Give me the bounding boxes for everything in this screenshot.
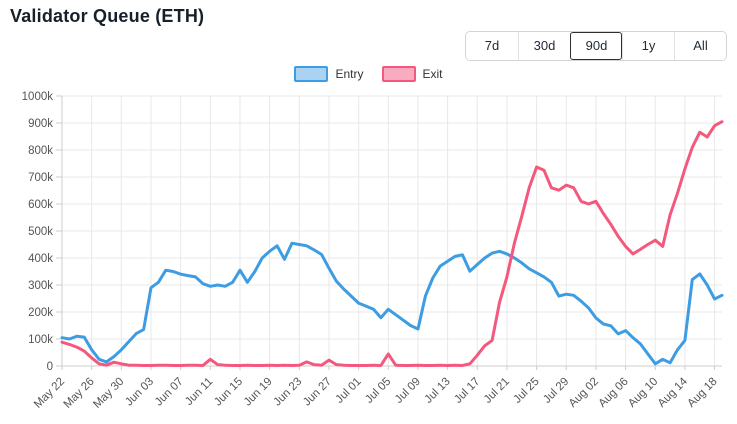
time-range-selector: 7d 30d 90d 1y All: [465, 31, 727, 61]
x-axis-label: Jul 01: [334, 376, 364, 406]
y-axis-label: 700k: [28, 172, 53, 184]
y-axis-label: 1000k: [22, 91, 54, 103]
y-axis-label: 600k: [28, 199, 53, 211]
legend-item-entry[interactable]: Entry: [294, 66, 364, 82]
y-axis-label: 100k: [28, 334, 53, 346]
range-button-90d[interactable]: 90d: [570, 32, 622, 60]
y-axis-label: 400k: [28, 253, 53, 265]
entry-color-swatch: [294, 66, 329, 82]
range-button-all[interactable]: All: [674, 32, 726, 60]
y-axis-label: 200k: [28, 307, 53, 319]
x-axis-label: Jun 23: [272, 376, 305, 409]
chart-area: 1000k 900k 800k 700k 600k 500k 400k 300k 200k 100…: [0, 84, 737, 424]
x-axis-label: Jun 03: [123, 376, 156, 409]
y-axis-label: 0: [47, 361, 53, 373]
x-axis-label: Jun 11: [183, 376, 215, 408]
x-axis-label: Jun 15: [212, 376, 245, 409]
x-axis-label: May 22: [32, 376, 67, 411]
x-axis-label: Jul 21: [482, 376, 512, 406]
x-axis-label: Jul 09: [393, 376, 423, 406]
range-button-1y[interactable]: 1y: [622, 32, 674, 60]
x-axis-label: Jul 05: [363, 376, 393, 406]
chart-legend: Entry Exit: [0, 66, 737, 82]
chart-canvas[interactable]: 1000k 900k 800k 700k 600k 500k 400k 300k 200k 100…: [0, 84, 737, 424]
range-button-7d[interactable]: 7d: [466, 32, 518, 60]
x-axis-label: Aug 02: [567, 376, 601, 410]
range-button-30d[interactable]: 30d: [518, 32, 570, 60]
x-axis-label: Aug 06: [596, 376, 630, 410]
page-title: Validator Queue (ETH): [10, 6, 205, 26]
x-axis-label: Jul 17: [452, 376, 482, 406]
x-axis-label: Jul 25: [512, 376, 542, 406]
x-axis-label: Jun 27: [301, 376, 334, 409]
x-axis-label: Aug 18: [685, 376, 719, 410]
legend-label-exit: Exit: [422, 67, 443, 81]
x-axis-label: Jun 19: [242, 376, 275, 409]
x-axis-label: Aug 10: [626, 376, 660, 410]
x-axis-label: Jul 13: [423, 376, 453, 406]
legend-item-exit[interactable]: Exit: [381, 66, 443, 82]
x-axis-label: May 26: [62, 376, 97, 411]
series-line-entry[interactable]: [60, 241, 724, 366]
series-line-exit[interactable]: [60, 120, 724, 367]
x-axis-label: Jun 07: [153, 376, 186, 409]
y-axis-label: 900k: [28, 118, 53, 130]
y-axis-label: 800k: [28, 145, 53, 157]
x-axis-label: May 30: [91, 376, 126, 411]
y-axis-label: 300k: [28, 280, 53, 292]
y-axis-label: 500k: [28, 226, 53, 238]
exit-color-swatch: [381, 66, 416, 82]
legend-label-entry: Entry: [335, 67, 364, 81]
x-axis-label: Aug 14: [656, 375, 691, 410]
